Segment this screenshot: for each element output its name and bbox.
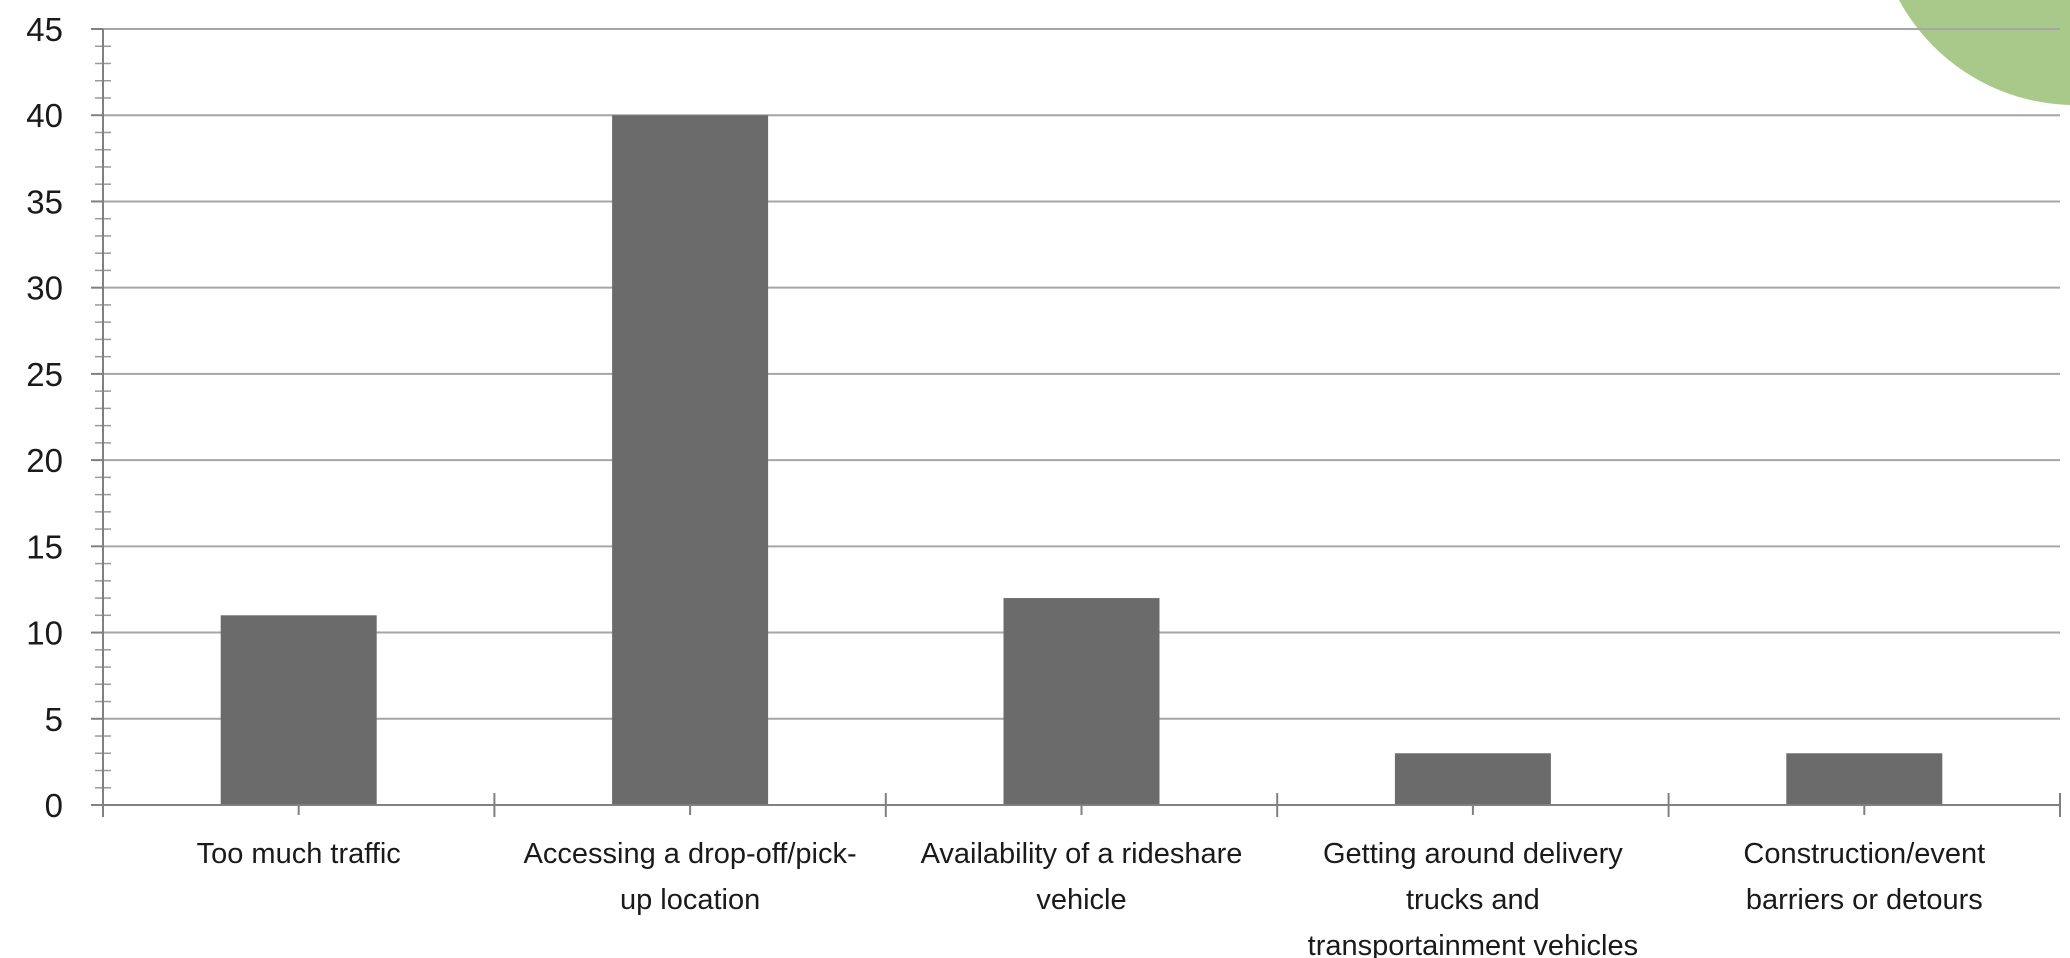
y-tick-label: 20 (26, 442, 63, 479)
bar-5 (1786, 753, 1943, 805)
y-tick-label: 35 (26, 183, 63, 220)
y-tick-label: 30 (26, 270, 63, 307)
bars (220, 115, 1943, 805)
y-tick-label: 15 (26, 528, 63, 565)
y-tick-labels: 0 5 10 15 20 25 30 35 40 45 (26, 11, 63, 824)
bar-1 (220, 615, 377, 805)
x-category-labels: Too much traffic Accessing a drop-off/pic… (197, 838, 1986, 958)
bar-3 (1003, 598, 1160, 805)
bar-4 (1394, 753, 1551, 805)
y-tick-label: 25 (26, 356, 63, 393)
y-tick-label: 45 (26, 11, 63, 48)
decorative-green-circle (1899, 0, 2070, 105)
x-category-label: Availability of a rideshare vehicle (921, 838, 1243, 916)
y-tick-label: 0 (45, 787, 63, 824)
y-tick-label: 5 (45, 701, 63, 738)
x-category-label: Too much traffic (197, 838, 401, 870)
y-tick-label: 40 (26, 97, 63, 134)
gridlines (103, 28, 2060, 720)
axes (91, 28, 2061, 817)
x-category-label: Construction/event barriers or detours (1743, 838, 1985, 916)
x-category-label: Accessing a drop-off/pick-up location (524, 838, 857, 916)
bar-2 (612, 115, 769, 805)
y-tick-label: 10 (26, 615, 63, 652)
x-category-label: Getting around delivery trucks and transpo… (1308, 838, 1638, 958)
